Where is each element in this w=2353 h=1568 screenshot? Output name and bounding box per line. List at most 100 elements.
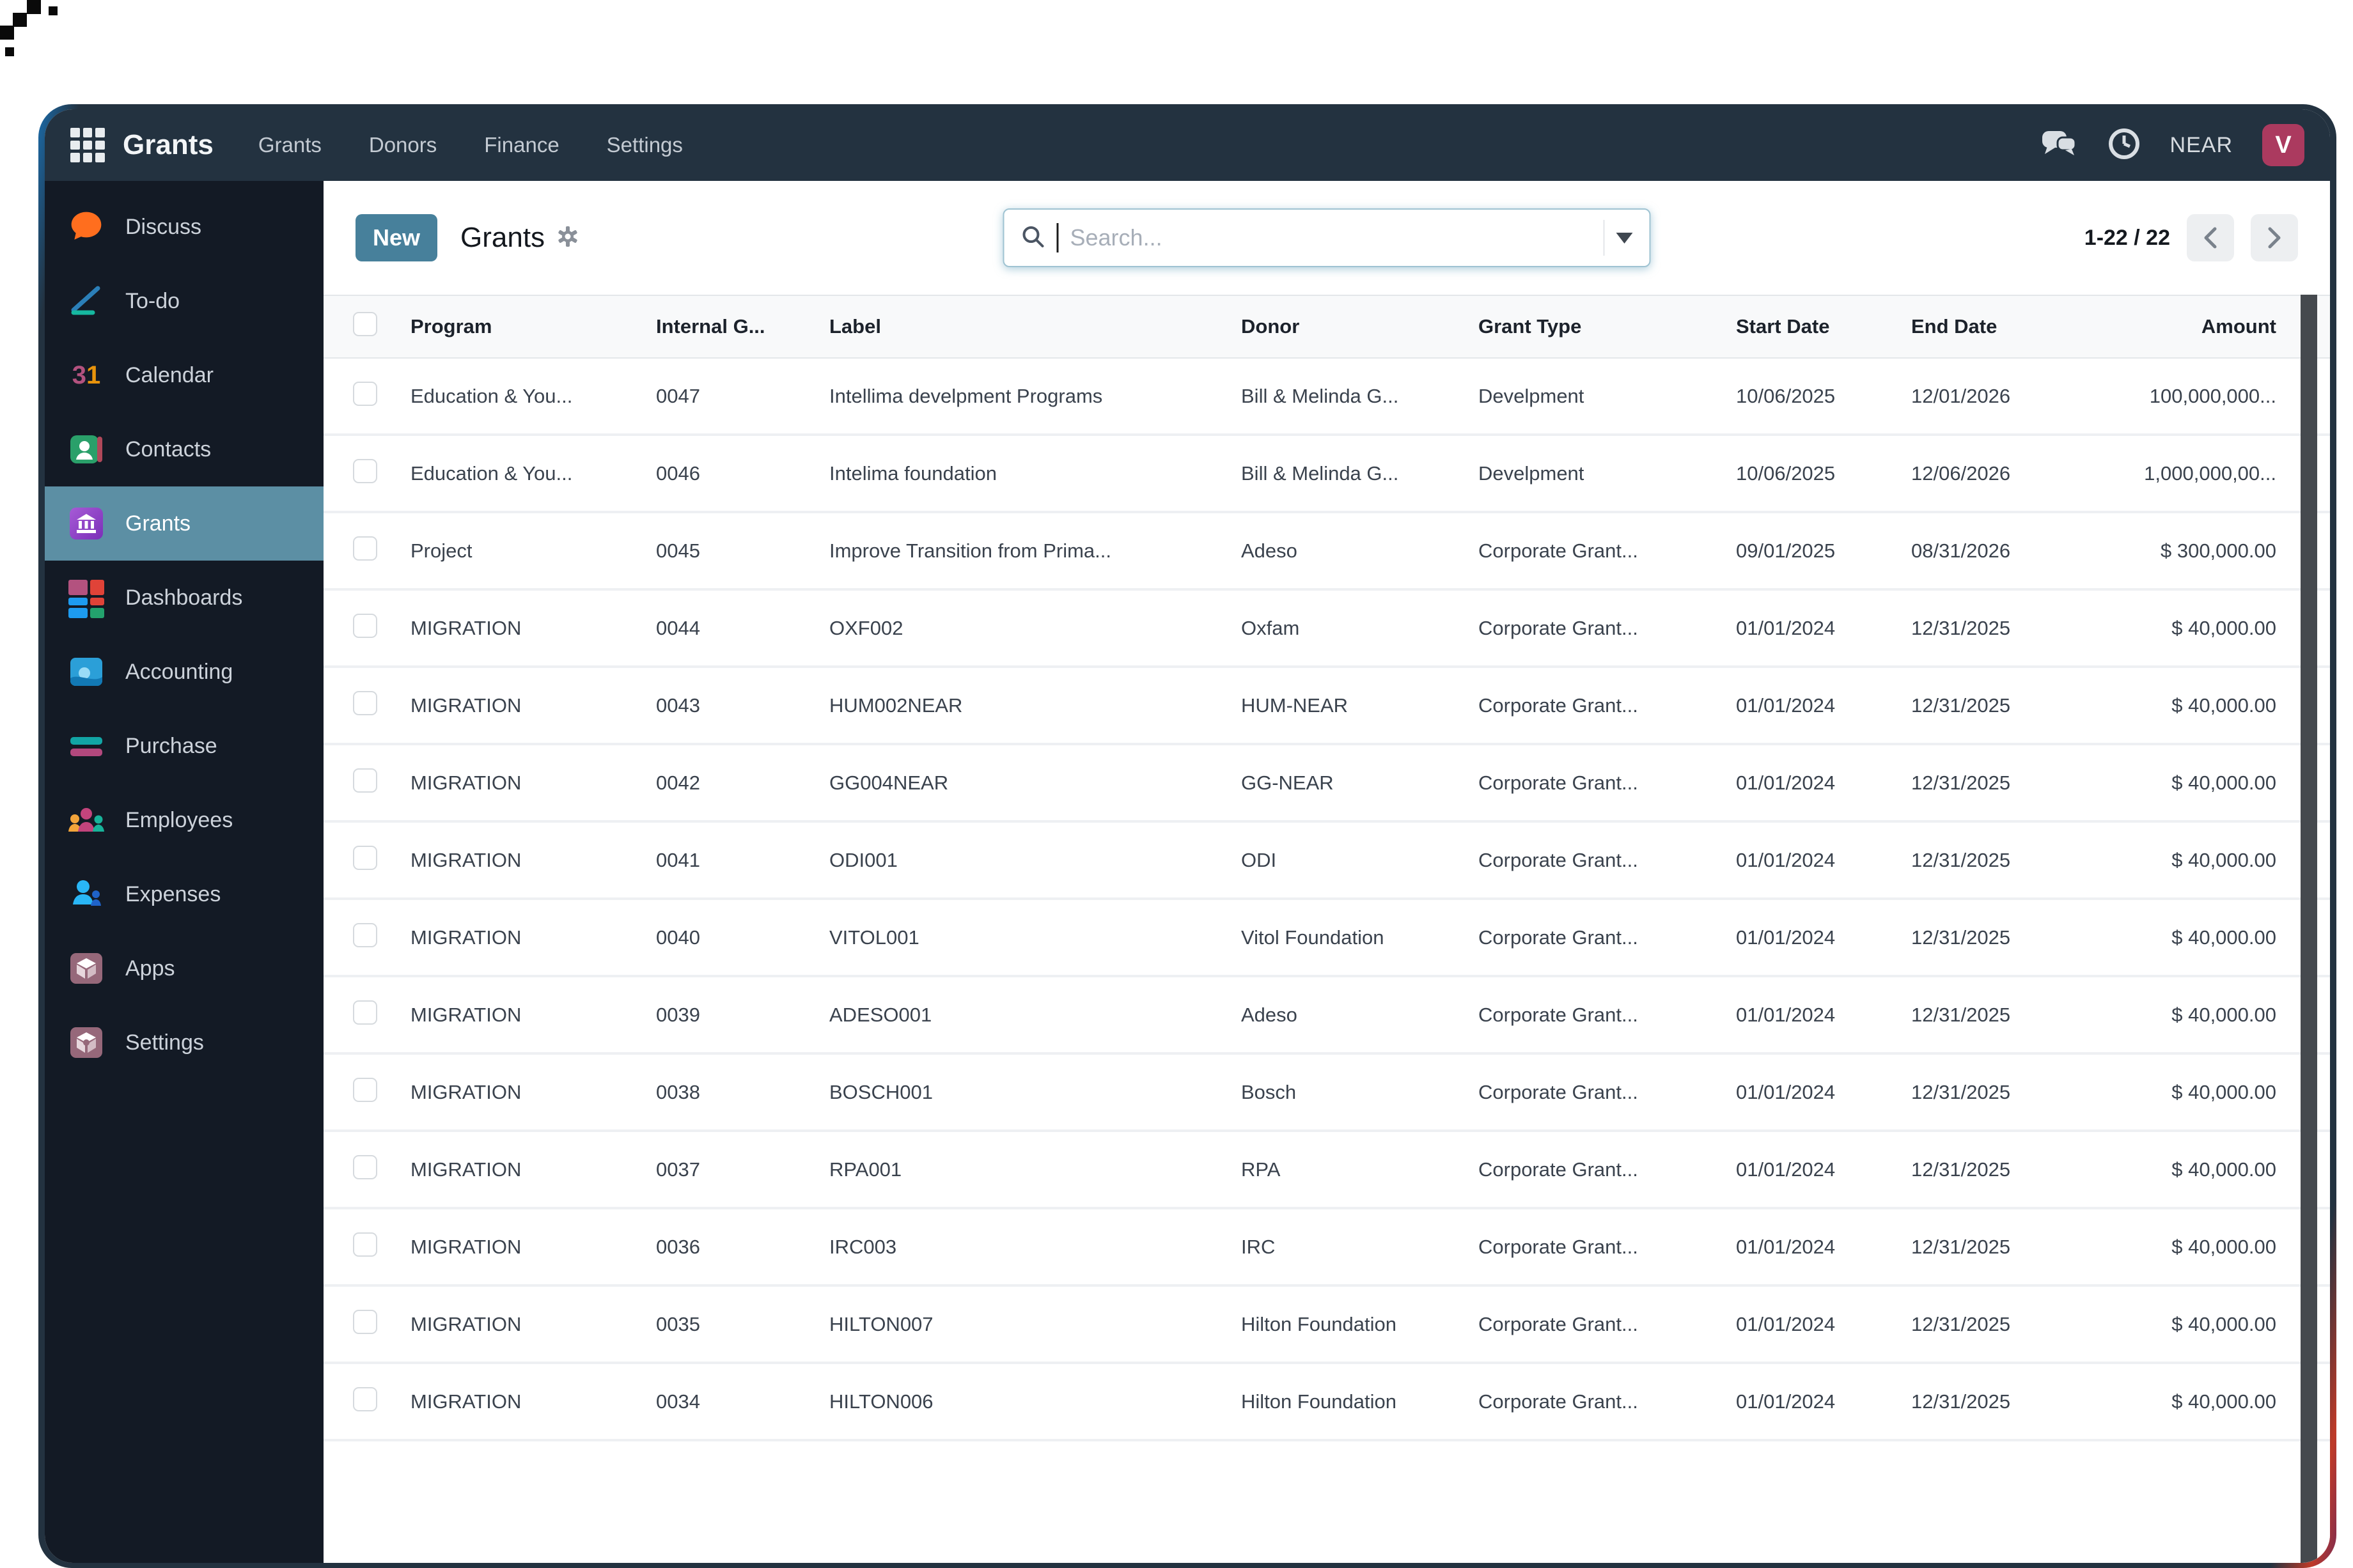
search-icon [1021,224,1045,252]
row-checkbox[interactable] [353,1309,377,1334]
activity-clock-icon[interactable] [2107,127,2141,164]
cell-label: HILTON006 [829,1390,934,1413]
cell-internal: 0047 [656,384,700,407]
menu-settings[interactable]: Settings [606,133,683,157]
dashboards-icon [66,578,106,618]
select-all-checkbox[interactable] [353,312,377,336]
row-checkbox[interactable] [353,1154,377,1179]
cell-grant-type: Corporate Grant... [1478,1312,1638,1335]
sidebar-item-settings[interactable]: Settings [45,1005,324,1080]
row-checkbox[interactable] [353,768,377,793]
col-header-internal[interactable]: Internal G... [656,315,765,338]
col-header-donor[interactable]: Donor [1241,315,1300,338]
sidebar-item-purchase[interactable]: Purchase [45,709,324,783]
sidebar-item-discuss[interactable]: Discuss [45,190,324,264]
app-window: Grants Grants Donors Finance Settings [45,109,2330,1563]
text-cursor [1056,223,1059,252]
menu-grants[interactable]: Grants [258,133,322,157]
table-row[interactable]: MIGRATION 0041 ODI001 ODI Corporate Gran… [324,823,2330,900]
sidebar-item-todo[interactable]: To-do [45,264,324,338]
col-header-end-date[interactable]: End Date [1911,315,1997,338]
cell-donor: Oxfam [1241,616,1300,639]
sidebar-item-apps[interactable]: Apps [45,931,324,1005]
view-gear-icon[interactable] [556,225,579,251]
table-row[interactable]: MIGRATION 0040 VITOL001 Vitol Foundation… [324,900,2330,977]
cell-start-date: 01/01/2024 [1736,1158,1836,1181]
search-bar[interactable]: Search... [1003,208,1651,267]
pager-prev-button[interactable] [2187,214,2234,261]
cell-amount: $ 40,000.00 [2171,1235,2276,1258]
row-checkbox[interactable] [353,690,377,715]
row-checkbox[interactable] [353,1000,377,1025]
col-header-grant-type[interactable]: Grant Type [1478,315,1582,338]
row-checkbox[interactable] [353,922,377,947]
cell-amount: $ 40,000.00 [2171,1080,2276,1103]
grants-list-view: Program Internal G... Label Donor Grant … [324,295,2330,1563]
messages-icon[interactable] [2041,128,2078,162]
table-row[interactable]: MIGRATION 0043 HUM002NEAR HUM-NEAR Corpo… [324,668,2330,745]
table-row[interactable]: MIGRATION 0034 HILTON006 Hilton Foundati… [324,1364,2330,1441]
table-row[interactable]: MIGRATION 0039 ADESO001 Adeso Corporate … [324,977,2330,1055]
row-checkbox[interactable] [353,1077,377,1102]
apps-grid-icon[interactable] [70,128,105,162]
cell-program: MIGRATION [410,1003,522,1026]
cell-program: MIGRATION [410,616,522,639]
cell-donor: RPA [1241,1158,1281,1181]
cell-grant-type: Corporate Grant... [1478,1235,1638,1258]
col-header-program[interactable]: Program [410,315,492,338]
sidebar-label: Dashboards [125,585,243,610]
scrollbar-thumb[interactable] [2301,295,2317,1563]
sidebar-item-expenses[interactable]: Expenses [45,857,324,931]
menu-finance[interactable]: Finance [484,133,559,157]
table-row[interactable]: Project 0045 Improve Transition from Pri… [324,513,2330,591]
col-header-label[interactable]: Label [829,315,881,338]
cell-program: MIGRATION [410,1080,522,1103]
col-header-amount[interactable]: Amount [2201,315,2276,338]
table-row[interactable]: MIGRATION 0037 RPA001 RPA Corporate Gran… [324,1132,2330,1209]
sidebar-item-contacts[interactable]: Contacts [45,412,324,486]
new-button[interactable]: New [356,214,437,261]
sidebar-label: Settings [125,1030,204,1055]
row-checkbox[interactable] [353,536,377,561]
search-dropdown-icon[interactable] [1616,232,1633,244]
vertical-scrollbar[interactable] [2301,295,2317,1563]
sidebar-item-employees[interactable]: Employees [45,783,324,857]
cell-program: Education & You... [410,384,573,407]
sidebar-item-dashboards[interactable]: Dashboards [45,561,324,635]
cell-end-date: 12/31/2025 [1911,926,2011,949]
cell-amount: $ 40,000.00 [2171,694,2276,717]
sidebar-item-accounting[interactable]: Accounting [45,635,324,709]
cell-internal: 0043 [656,694,700,717]
table-row[interactable]: MIGRATION 0038 BOSCH001 Bosch Corporate … [324,1055,2330,1132]
cell-grant-type: Develpment [1478,384,1584,407]
table-row[interactable]: MIGRATION 0036 IRC003 IRC Corporate Gran… [324,1209,2330,1287]
company-name[interactable]: NEAR [2169,132,2233,157]
menu-donors[interactable]: Donors [368,133,437,157]
sidebar-item-grants[interactable]: Grants [45,486,324,561]
cell-amount: $ 40,000.00 [2171,1312,2276,1335]
col-header-start-date[interactable]: Start Date [1736,315,1830,338]
row-checkbox[interactable] [353,1386,377,1411]
row-checkbox[interactable] [353,458,377,483]
row-checkbox[interactable] [353,1232,377,1257]
pager-next-button[interactable] [2251,214,2298,261]
row-checkbox[interactable] [353,381,377,406]
search-input[interactable]: Search... [1070,224,1162,251]
table-row[interactable]: Education & You... 0046 Intelima foundat… [324,436,2330,513]
cell-label: BOSCH001 [829,1080,933,1103]
table-row[interactable]: MIGRATION 0044 OXF002 Oxfam Corporate Gr… [324,591,2330,668]
cell-start-date: 01/01/2024 [1736,926,1836,949]
cell-program: MIGRATION [410,771,522,794]
table-row[interactable]: MIGRATION 0042 GG004NEAR GG-NEAR Corpora… [324,745,2330,823]
cell-label: GG004NEAR [829,771,949,794]
row-checkbox[interactable] [353,845,377,870]
row-checkbox[interactable] [353,613,377,638]
table-row[interactable]: MIGRATION 0035 HILTON007 Hilton Foundati… [324,1287,2330,1364]
table-row[interactable]: Education & You... 0047 Intellima develp… [324,359,2330,436]
cell-internal: 0038 [656,1080,700,1103]
cell-amount: $ 40,000.00 [2171,616,2276,639]
cell-grant-type: Corporate Grant... [1478,926,1638,949]
user-avatar[interactable]: V [2262,124,2304,166]
